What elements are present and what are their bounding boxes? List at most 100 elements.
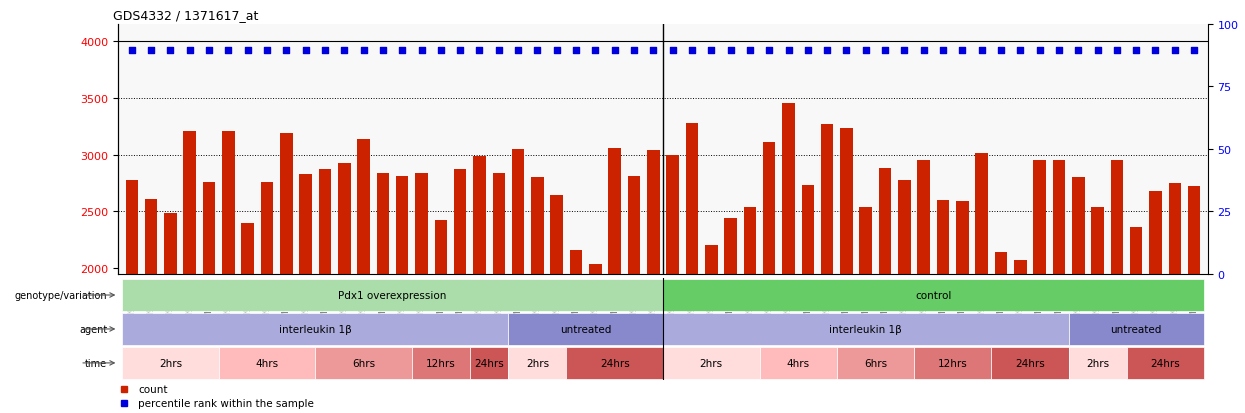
Point (566, 47, 586, 54)
Bar (315, 347, 412, 379)
Bar (493, 173, 505, 274)
Bar (589, 264, 601, 274)
Point (605, 47, 625, 54)
Bar (1127, 347, 1204, 379)
Bar (299, 174, 312, 274)
Bar (1033, 161, 1046, 274)
Bar (550, 196, 563, 274)
Point (971, 47, 991, 54)
Text: 2hrs: 2hrs (159, 358, 182, 368)
Point (1011, 47, 1031, 54)
Bar (122, 347, 219, 379)
Text: 12hrs: 12hrs (426, 358, 456, 368)
Bar (1169, 183, 1182, 274)
Bar (725, 218, 737, 274)
Text: genotype/variation: genotype/variation (15, 290, 107, 300)
Point (682, 47, 702, 54)
Point (837, 47, 857, 54)
Point (122, 47, 142, 54)
Point (161, 47, 181, 54)
Point (701, 47, 721, 54)
Point (778, 47, 798, 54)
Bar (802, 186, 814, 274)
Point (547, 47, 566, 54)
Point (624, 47, 644, 54)
Text: GDS4332 / 1371617_at: GDS4332 / 1371617_at (113, 9, 258, 22)
Point (276, 47, 296, 54)
Point (141, 47, 161, 54)
Bar (566, 347, 662, 379)
Bar (222, 131, 234, 274)
Text: 6hrs: 6hrs (864, 358, 886, 368)
Point (740, 47, 759, 54)
Bar (469, 347, 508, 379)
Text: 4hrs: 4hrs (255, 358, 279, 368)
Point (489, 47, 509, 54)
Point (315, 47, 335, 54)
Bar (242, 223, 254, 274)
Bar (532, 178, 544, 274)
Text: count: count (138, 384, 167, 394)
Text: 12hrs: 12hrs (937, 358, 967, 368)
Bar (508, 347, 566, 379)
Bar (1013, 261, 1027, 274)
Point (238, 47, 258, 54)
Point (412, 47, 432, 54)
Bar (396, 177, 408, 274)
Bar (183, 131, 195, 274)
Bar (1111, 161, 1123, 274)
Text: control: control (915, 290, 951, 300)
Bar (686, 123, 698, 274)
Point (431, 47, 451, 54)
Point (798, 47, 818, 54)
Bar (416, 173, 428, 274)
Point (335, 47, 355, 54)
Point (354, 47, 374, 54)
Point (894, 47, 914, 54)
Text: interleukin 1β: interleukin 1β (279, 324, 351, 334)
Bar (1188, 187, 1200, 274)
Point (1068, 47, 1088, 54)
Point (1030, 47, 1050, 54)
Bar (337, 163, 351, 274)
Text: untreated: untreated (560, 324, 611, 334)
Bar (879, 169, 891, 274)
Bar (454, 170, 467, 274)
Bar (122, 313, 508, 345)
Bar (705, 246, 717, 274)
Point (179, 47, 199, 54)
Bar (662, 347, 759, 379)
Bar (1092, 207, 1104, 274)
Text: 24hrs: 24hrs (1150, 358, 1180, 368)
Bar (820, 125, 833, 274)
Bar (995, 253, 1007, 274)
Bar (647, 151, 660, 274)
Bar (1052, 161, 1066, 274)
Text: 2hrs: 2hrs (1086, 358, 1109, 368)
Bar (435, 221, 447, 274)
Bar (203, 183, 215, 274)
Bar (837, 347, 914, 379)
Bar (859, 207, 872, 274)
Bar (936, 201, 949, 274)
Point (508, 47, 528, 54)
Point (991, 47, 1011, 54)
Point (933, 47, 952, 54)
Point (199, 47, 219, 54)
Bar (260, 183, 274, 274)
Bar (319, 170, 331, 274)
Bar (412, 347, 469, 379)
Bar (782, 104, 794, 274)
Bar (662, 279, 1204, 311)
Bar (144, 199, 157, 274)
Bar (1068, 347, 1127, 379)
Point (1165, 47, 1185, 54)
Point (1088, 47, 1108, 54)
Point (952, 47, 972, 54)
Text: untreated: untreated (1111, 324, 1162, 334)
Point (451, 47, 471, 54)
Text: percentile rank within the sample: percentile rank within the sample (138, 398, 314, 408)
Text: agent: agent (80, 324, 107, 334)
Point (1127, 47, 1147, 54)
Point (662, 47, 682, 54)
